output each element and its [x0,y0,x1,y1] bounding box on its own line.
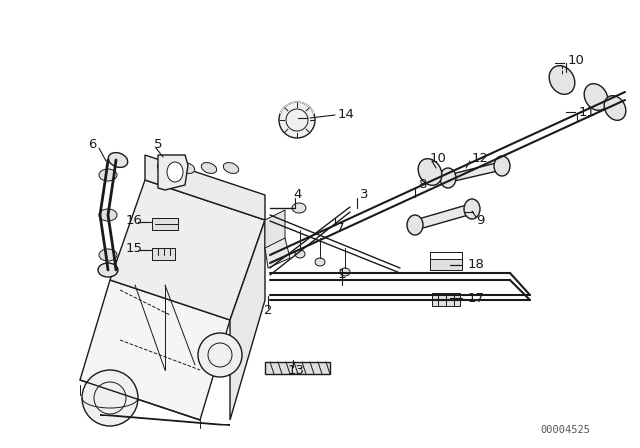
Ellipse shape [295,250,305,258]
Text: 10: 10 [568,53,585,66]
Text: 00004525: 00004525 [540,425,590,435]
Ellipse shape [108,153,128,168]
Polygon shape [265,210,285,250]
Ellipse shape [99,249,117,261]
Ellipse shape [179,163,195,173]
Text: 3: 3 [360,189,369,202]
Text: 14: 14 [338,108,355,121]
Text: 16: 16 [125,214,143,227]
Ellipse shape [464,199,480,219]
Ellipse shape [99,169,117,181]
Text: 18: 18 [468,258,485,271]
Text: 7: 7 [336,221,344,234]
Text: 4: 4 [293,189,301,202]
Ellipse shape [340,268,350,276]
Ellipse shape [407,215,423,235]
Text: 15: 15 [125,241,143,254]
Text: 13: 13 [287,363,305,376]
Circle shape [279,102,315,138]
Text: 8: 8 [418,178,426,191]
Polygon shape [110,180,265,320]
Polygon shape [430,259,462,270]
Polygon shape [448,162,502,182]
Text: 10: 10 [430,151,447,164]
Polygon shape [100,415,230,425]
Ellipse shape [494,156,510,176]
Polygon shape [152,248,175,260]
Polygon shape [265,362,330,374]
Ellipse shape [604,96,626,121]
Text: 5: 5 [154,138,163,151]
Polygon shape [152,218,178,230]
Polygon shape [415,204,472,230]
Ellipse shape [157,163,173,173]
Circle shape [198,333,242,377]
Circle shape [82,370,138,426]
Polygon shape [158,155,188,190]
Polygon shape [230,220,265,420]
Ellipse shape [98,263,118,277]
Ellipse shape [99,209,117,221]
Polygon shape [265,238,290,268]
Ellipse shape [418,159,442,185]
Text: 17: 17 [468,292,485,305]
Ellipse shape [223,163,239,173]
Ellipse shape [292,203,306,213]
Ellipse shape [549,66,575,95]
Ellipse shape [440,168,456,188]
Ellipse shape [202,163,217,173]
Polygon shape [432,293,460,306]
Text: 6: 6 [88,138,96,151]
Ellipse shape [315,258,325,266]
Text: 2: 2 [264,303,272,316]
Ellipse shape [167,162,183,182]
Text: 12: 12 [472,151,489,164]
Text: 1: 1 [338,268,346,281]
Text: 9: 9 [476,214,484,227]
Ellipse shape [584,84,608,110]
Text: 11: 11 [579,105,596,119]
Polygon shape [80,280,230,420]
Polygon shape [145,155,265,220]
